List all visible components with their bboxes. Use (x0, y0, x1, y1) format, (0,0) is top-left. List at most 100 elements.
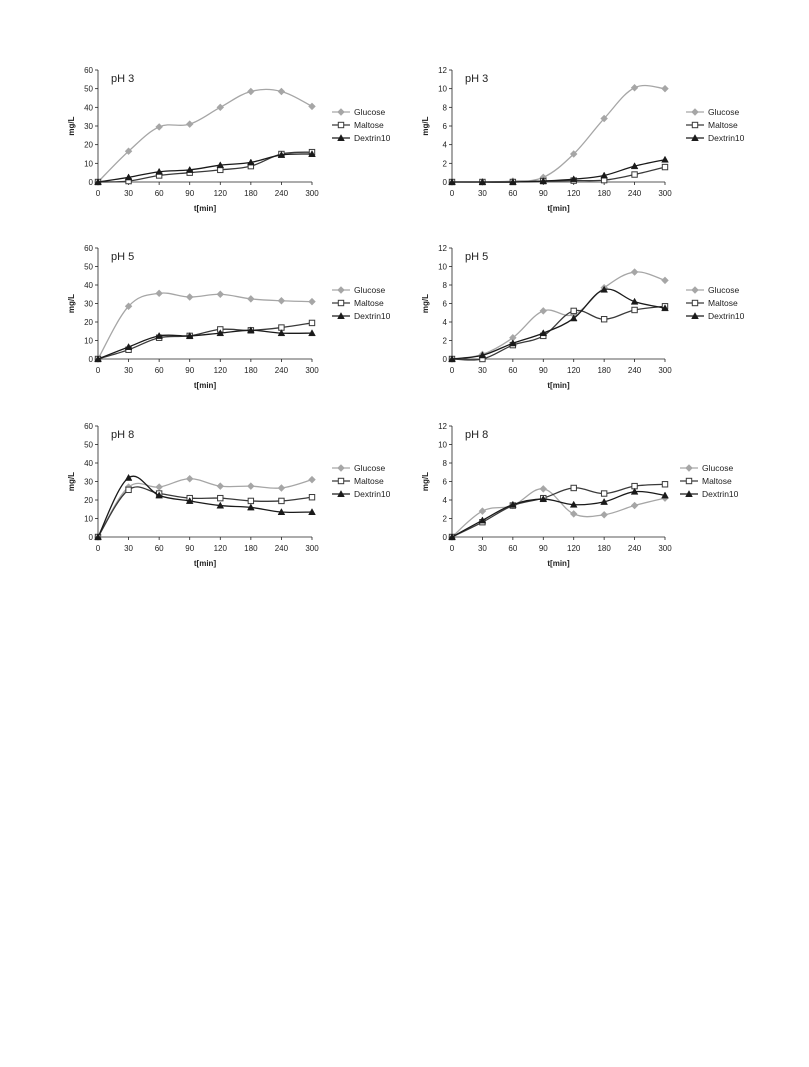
x-tick-label: 180 (597, 189, 611, 198)
x-tick-label: 120 (214, 189, 228, 198)
y-tick-label: 6 (443, 478, 448, 487)
data-point (661, 163, 669, 171)
y-axis-label: mg/L (67, 116, 76, 135)
series-glucose (448, 268, 669, 363)
data-point (570, 307, 577, 315)
chart-title: pH 3 (465, 73, 488, 85)
series-dextrin10 (448, 285, 669, 362)
y-tick-label: 10 (84, 337, 93, 346)
y-tick-label: 30 (84, 122, 93, 131)
legend-entry: Glucose (686, 285, 739, 295)
series-line (451, 305, 666, 361)
y-axis-label: mg/L (67, 294, 76, 313)
data-point (569, 500, 578, 508)
legend-entry: Glucose (686, 107, 739, 117)
y-tick-label: 4 (443, 318, 448, 327)
legend-entry: Glucose (332, 463, 385, 473)
legend-entry: Maltose (686, 298, 738, 308)
data-point (277, 297, 286, 305)
data-point (277, 508, 286, 515)
x-tick-label: 120 (214, 544, 228, 553)
legend-marker (685, 464, 693, 472)
y-tick-label: 4 (443, 496, 448, 505)
data-point (277, 484, 286, 492)
x-tick-label: 30 (478, 366, 487, 375)
data-point (661, 276, 669, 285)
x-tick-label: 300 (658, 544, 672, 553)
y-tick-label: 10 (438, 85, 447, 94)
data-point (94, 355, 102, 362)
series-dextrin10 (94, 473, 316, 540)
data-point (308, 102, 316, 111)
x-tick-label: 180 (597, 366, 611, 375)
data-point (155, 123, 163, 131)
legend-marker (685, 477, 693, 485)
y-tick-label: 8 (443, 281, 448, 290)
legend-marker (337, 134, 345, 141)
y-tick-label: 10 (84, 515, 93, 524)
data-point (569, 510, 578, 518)
x-tick-label: 120 (214, 366, 228, 375)
legend-label: Maltose (354, 476, 384, 486)
y-tick-label: 0 (89, 355, 94, 364)
data-point (631, 306, 638, 314)
data-point (216, 501, 225, 509)
y-tick-label: 60 (84, 244, 93, 253)
data-point (247, 497, 255, 505)
x-tick-label: 300 (305, 366, 319, 375)
data-point (630, 487, 639, 495)
data-point (185, 475, 194, 483)
data-point (539, 307, 548, 315)
series-maltose (94, 319, 316, 363)
x-tick-label: 120 (567, 366, 581, 375)
series-glucose (94, 475, 316, 541)
data-point (216, 329, 225, 337)
data-point (569, 314, 578, 322)
legend-entry: Dextrin10 (332, 133, 391, 143)
data-point (478, 507, 487, 515)
x-tick-label: 300 (658, 366, 672, 375)
legend-label: Dextrin10 (708, 311, 745, 321)
x-tick-label: 0 (96, 189, 101, 198)
legend-marker (691, 299, 699, 307)
y-tick-label: 12 (438, 66, 447, 75)
legend-entry: Maltose (332, 476, 384, 486)
series-dextrin10 (448, 155, 669, 185)
data-point (216, 103, 225, 112)
x-axis-label: t[min] (194, 381, 217, 390)
legend-label: Maltose (354, 298, 384, 308)
y-tick-label: 0 (89, 178, 94, 187)
y-tick-label: 40 (84, 459, 93, 468)
y-tick-label: 6 (443, 300, 448, 309)
legend-entry: Maltose (332, 120, 384, 130)
x-tick-label: 60 (508, 189, 517, 198)
x-tick-label: 90 (539, 366, 548, 375)
x-tick-label: 180 (244, 544, 258, 553)
y-tick-label: 0 (443, 355, 448, 364)
legend-label: Dextrin10 (354, 311, 391, 321)
data-point (630, 297, 639, 305)
legend-label: Maltose (354, 120, 384, 130)
legend-label: Glucose (708, 107, 739, 117)
legend-entry: Glucose (332, 285, 385, 295)
data-point (247, 326, 255, 334)
data-point (308, 494, 316, 501)
legend-label: Maltose (702, 476, 732, 486)
data-point (539, 177, 548, 185)
legend-marker (337, 477, 345, 485)
legend-entry: Dextrin10 (332, 489, 391, 499)
legend-label: Glucose (354, 463, 385, 473)
x-tick-label: 90 (185, 544, 194, 553)
data-point (600, 511, 608, 519)
y-tick-label: 2 (443, 337, 448, 346)
legend-entry: Maltose (680, 476, 732, 486)
data-point (478, 351, 487, 359)
x-tick-label: 0 (450, 189, 455, 198)
x-tick-label: 240 (275, 189, 289, 198)
legend-label: Dextrin10 (702, 489, 739, 499)
data-point (509, 178, 517, 185)
y-tick-label: 10 (438, 441, 447, 450)
